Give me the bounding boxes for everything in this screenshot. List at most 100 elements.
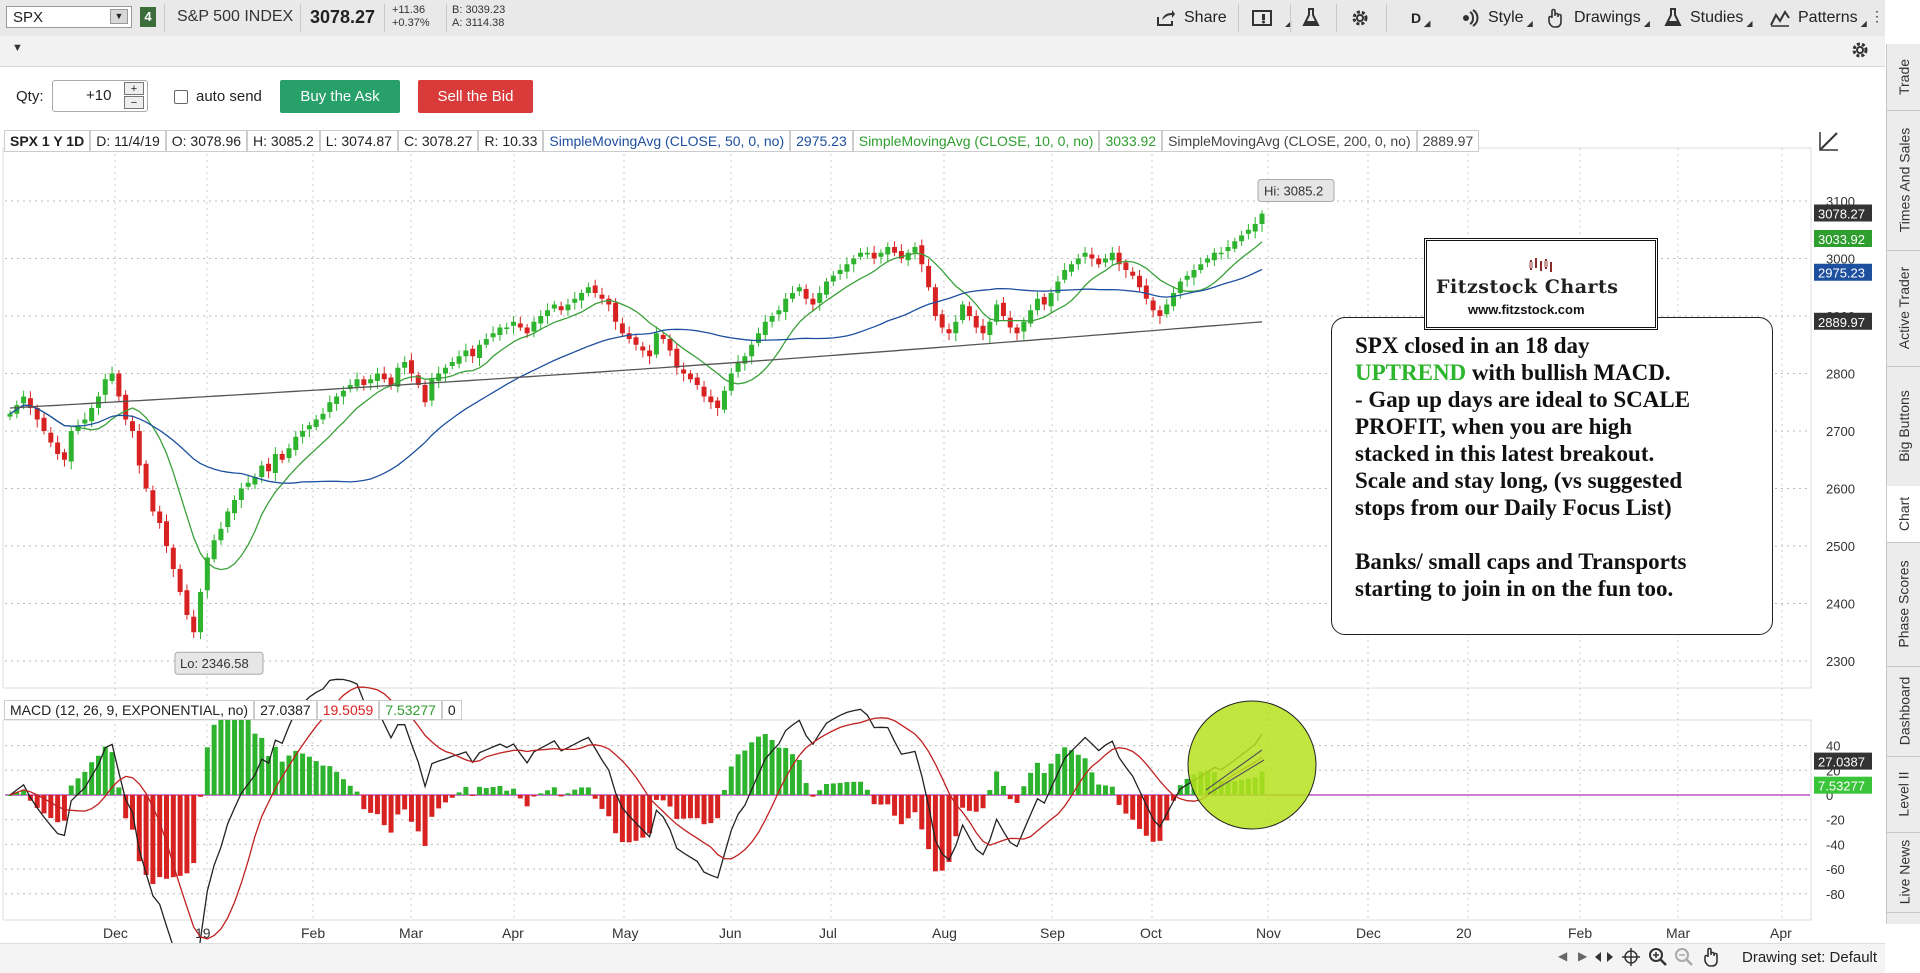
- macd-histogram-bar: [755, 736, 761, 795]
- logo-url: www.fitzstock.com: [1468, 302, 1585, 317]
- candle-body: [456, 356, 462, 364]
- alert-button[interactable]: ◢: [1252, 0, 1291, 36]
- candle-body: [1014, 327, 1020, 334]
- time-axis-label: Apr: [502, 925, 524, 941]
- bar-high: H: 3085.2: [247, 130, 320, 152]
- candle-body: [973, 316, 979, 328]
- candle-body: [1137, 275, 1143, 288]
- sell-bid-button[interactable]: Sell the Bid: [418, 80, 533, 113]
- macd-histogram-bar: [164, 795, 169, 879]
- scroll-left-icon[interactable]: ◀: [1558, 949, 1568, 963]
- buy-ask-button[interactable]: Buy the Ask: [280, 80, 400, 113]
- price-chart[interactable]: 310030002900280027002600250024002300Dec1…: [0, 125, 1884, 943]
- candle-body: [558, 306, 564, 311]
- macd-histogram-bar: [232, 700, 238, 795]
- chart-symbol-period[interactable]: SPX 1 Y 1D: [4, 130, 91, 152]
- zoom-in-icon[interactable]: [1648, 947, 1668, 970]
- candle-body: [511, 321, 517, 326]
- candle-body: [1000, 302, 1006, 316]
- macd-histogram-bar: [715, 795, 721, 819]
- candle-body: [354, 379, 360, 387]
- annotation-line-text: - Gap up days are ideal to SCALE: [1355, 387, 1691, 412]
- candle-body: [477, 344, 482, 358]
- chart-expand-button[interactable]: [1818, 130, 1840, 155]
- macd-histogram-bar: [517, 795, 523, 799]
- candle-body: [926, 265, 932, 288]
- sma200-label[interactable]: SimpleMovingAvg (CLOSE, 200, 0, no): [1162, 130, 1417, 152]
- sma50-label[interactable]: SimpleMovingAvg (CLOSE, 50, 0, no): [543, 130, 791, 152]
- macd-histogram-bar: [456, 792, 462, 795]
- macd-label[interactable]: MACD (12, 26, 9, EXPONENTIAL, no): [4, 700, 255, 720]
- candle-body: [1055, 281, 1061, 293]
- symbol-dropdown-button[interactable]: ▼: [110, 9, 128, 24]
- time-scale-icon[interactable]: [1594, 948, 1614, 969]
- candle-body: [885, 247, 891, 255]
- net-change: +11.36: [392, 4, 426, 16]
- candle-body: [871, 252, 877, 259]
- side-tab-label: Level II: [1896, 771, 1913, 817]
- studies-menu[interactable]: Studies ◢: [1664, 0, 1753, 36]
- candle-body: [939, 314, 945, 328]
- flask-button[interactable]: [1302, 0, 1328, 36]
- style-menu[interactable]: Style ◢: [1460, 0, 1533, 36]
- hi-label: Hi: 3085.2: [1264, 184, 1323, 199]
- toolbar-overflow-menu[interactable]: ⋮: [1870, 8, 1884, 24]
- side-tab-chart[interactable]: Chart: [1887, 486, 1920, 543]
- link-group-badge[interactable]: 4: [140, 7, 156, 27]
- macd-histogram-bar: [1021, 786, 1027, 795]
- symbol-input[interactable]: SPX: [6, 6, 132, 28]
- side-tab-level-ii[interactable]: Level II: [1887, 756, 1920, 833]
- candle-body: [1150, 300, 1156, 311]
- macd-histogram-bar: [1143, 795, 1149, 836]
- side-tab-label: Chart: [1896, 496, 1913, 532]
- macd-axis-tick: 0: [1826, 788, 1833, 803]
- macd-histogram-bar: [184, 795, 190, 874]
- side-tab-times-and-sales[interactable]: Times And Sales: [1887, 110, 1920, 251]
- macd-marker-bg: [1814, 752, 1872, 770]
- candle-body: [340, 390, 346, 397]
- share-button[interactable]: Share: [1156, 0, 1227, 36]
- quantity-decrement-button[interactable]: −: [124, 96, 144, 109]
- candle-body: [674, 348, 680, 368]
- pan-hand-icon[interactable]: [1702, 946, 1722, 971]
- side-tab-phase-scores[interactable]: Phase Scores: [1887, 542, 1920, 667]
- quantity-increment-button[interactable]: +: [124, 82, 144, 95]
- study-header: SPX 1 Y 1D D: 11/4/19 O: 3078.96 H: 3085…: [4, 130, 1480, 152]
- macd-histogram-bar: [1014, 795, 1020, 803]
- drawing-set-selector[interactable]: Drawing set: Default: [1742, 949, 1878, 966]
- patterns-menu[interactable]: Patterns ◢: [1770, 0, 1867, 36]
- macd-histogram-bar: [885, 795, 891, 805]
- settings-button[interactable]: [1350, 0, 1378, 36]
- candle-body: [1252, 224, 1258, 232]
- candle-body: [844, 264, 850, 272]
- macd-histogram-bar: [21, 789, 27, 795]
- candle-body: [204, 557, 210, 591]
- side-tab-live-news[interactable]: Live News: [1887, 832, 1920, 913]
- candle-body: [422, 385, 428, 403]
- side-tab-dashboard[interactable]: Dashboard: [1887, 666, 1920, 757]
- candle-body: [1239, 235, 1245, 242]
- candle-body: [245, 482, 251, 487]
- chart-settings-button[interactable]: [1850, 40, 1870, 63]
- macd-histogram-bar: [109, 752, 115, 795]
- candle-body: [259, 465, 265, 477]
- crosshair-icon[interactable]: [1622, 948, 1640, 969]
- macd-histogram-bar: [340, 779, 346, 795]
- sma10-label[interactable]: SimpleMovingAvg (CLOSE, 10, 0, no): [852, 130, 1100, 152]
- collapse-chevron-icon[interactable]: ▼: [12, 42, 23, 54]
- zoom-out-icon[interactable]: [1674, 947, 1694, 970]
- macd-histogram-bar: [238, 705, 244, 795]
- period-selector[interactable]: D ◢: [1411, 10, 1431, 28]
- side-tab-active-trader[interactable]: Active Trader: [1887, 250, 1920, 367]
- drawings-menu[interactable]: Drawings ◢: [1546, 0, 1650, 36]
- macd-highlight-trend: [1205, 749, 1265, 795]
- candle-body: [191, 616, 197, 633]
- percent-change: +0.37%: [392, 17, 430, 29]
- macd-histogram-bar: [824, 784, 830, 795]
- lo-label: Lo: 2346.58: [180, 656, 249, 671]
- price-marker-bg: [1814, 229, 1872, 247]
- side-tab-trade[interactable]: Trade: [1887, 44, 1920, 111]
- scroll-right-icon[interactable]: ▶: [1578, 949, 1588, 963]
- side-tab-big-buttons[interactable]: Big Buttons: [1887, 366, 1920, 487]
- auto-send-checkbox[interactable]: [174, 90, 188, 104]
